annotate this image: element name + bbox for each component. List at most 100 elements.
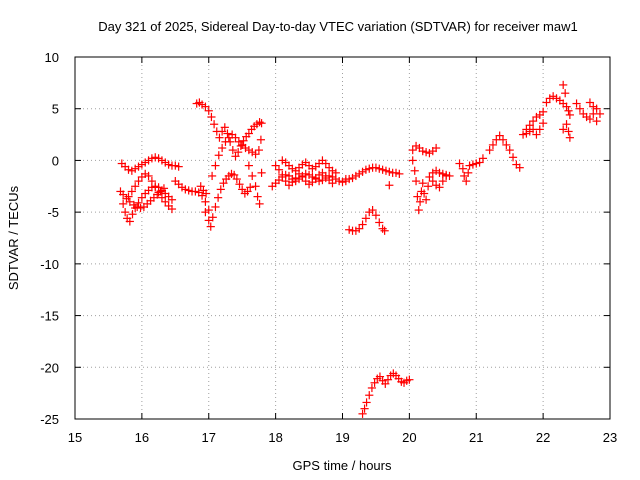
data-point [271, 179, 280, 188]
data-point [455, 159, 464, 168]
data-point [151, 153, 160, 162]
data-point [380, 226, 389, 235]
data-point [589, 109, 598, 118]
data-point [125, 197, 134, 206]
data-point [268, 182, 277, 191]
data-point [325, 175, 334, 185]
data-point [196, 182, 205, 191]
data-point [133, 202, 142, 212]
data-point [244, 129, 253, 138]
data-point [159, 184, 169, 193]
data-point [253, 192, 262, 201]
data-point [144, 186, 153, 195]
data-point [559, 80, 568, 90]
data-point [214, 151, 223, 160]
data-point [318, 156, 327, 165]
data-point [164, 192, 173, 201]
data-point [502, 140, 511, 150]
data-point [562, 102, 571, 111]
data-point [488, 140, 498, 150]
data-point [291, 166, 300, 175]
data-point [361, 165, 371, 174]
data-point [288, 178, 297, 187]
data-point [415, 197, 425, 206]
data-point [127, 187, 136, 196]
data-point [425, 172, 434, 182]
data-point [256, 135, 266, 144]
data-point [161, 197, 170, 206]
data-point [124, 192, 133, 201]
data-point [311, 173, 320, 183]
data-point [418, 147, 427, 156]
data-point [308, 178, 317, 187]
data-point [435, 183, 444, 192]
data-point [421, 195, 431, 204]
data-point [375, 164, 384, 173]
data-point [224, 133, 233, 142]
data-point [238, 185, 247, 194]
data-point [143, 199, 152, 208]
data-point [498, 135, 508, 144]
data-point [414, 205, 423, 215]
data-point [257, 168, 266, 177]
data-point [428, 147, 437, 156]
data-point [345, 174, 354, 184]
data-point [255, 199, 264, 208]
axis-ticks: 15 16 17 18 19 20 21 22 23 -25 -20 -15 -10 -5 0 5 10 [40, 50, 617, 445]
y-tick-label: -25 [40, 412, 59, 427]
data-point [234, 137, 243, 146]
data-point [325, 163, 334, 172]
data-point [204, 216, 213, 225]
data-point [361, 214, 371, 223]
data-point [136, 203, 145, 213]
data-point [421, 148, 431, 157]
data-point [381, 379, 390, 388]
data-point [284, 171, 294, 181]
data-point [167, 204, 177, 214]
data-point [167, 195, 177, 204]
data-point [257, 119, 266, 128]
data-point [219, 179, 228, 188]
data-point [535, 110, 544, 120]
data-point [284, 181, 294, 190]
data-point [405, 375, 414, 384]
data-point [251, 182, 260, 191]
data-point [204, 106, 213, 115]
data-point [215, 133, 224, 142]
x-tick-label: 19 [335, 430, 349, 445]
data-point [367, 383, 377, 393]
data-point [585, 98, 595, 107]
data-point [535, 125, 544, 134]
data-point [424, 182, 433, 191]
data-point [362, 398, 371, 407]
data-point [301, 169, 310, 178]
x-tick-label: 15 [68, 430, 82, 445]
data-point [355, 224, 364, 233]
data-point [562, 120, 571, 129]
data-point [235, 180, 244, 189]
y-tick-label: 5 [52, 102, 59, 117]
data-point [208, 213, 217, 222]
data-point [171, 177, 180, 186]
data-point [221, 137, 230, 146]
data-point [147, 177, 157, 186]
data-point [415, 143, 424, 153]
data-point [218, 143, 227, 153]
x-axis-label: GPS time / hours [293, 458, 392, 473]
x-tick-label: 18 [268, 430, 282, 445]
data-point [370, 378, 379, 387]
data-point [161, 189, 170, 198]
y-tick-label: -10 [40, 257, 59, 272]
data-point [555, 96, 564, 105]
data-point [458, 164, 467, 173]
data-point [559, 99, 568, 108]
data-point [419, 189, 429, 198]
data-point [141, 189, 150, 198]
data-point [465, 161, 474, 170]
data-point [442, 171, 451, 181]
x-tick-label: 17 [202, 430, 216, 445]
data-point [358, 220, 367, 229]
data-point [383, 375, 393, 384]
data-point [146, 196, 155, 205]
